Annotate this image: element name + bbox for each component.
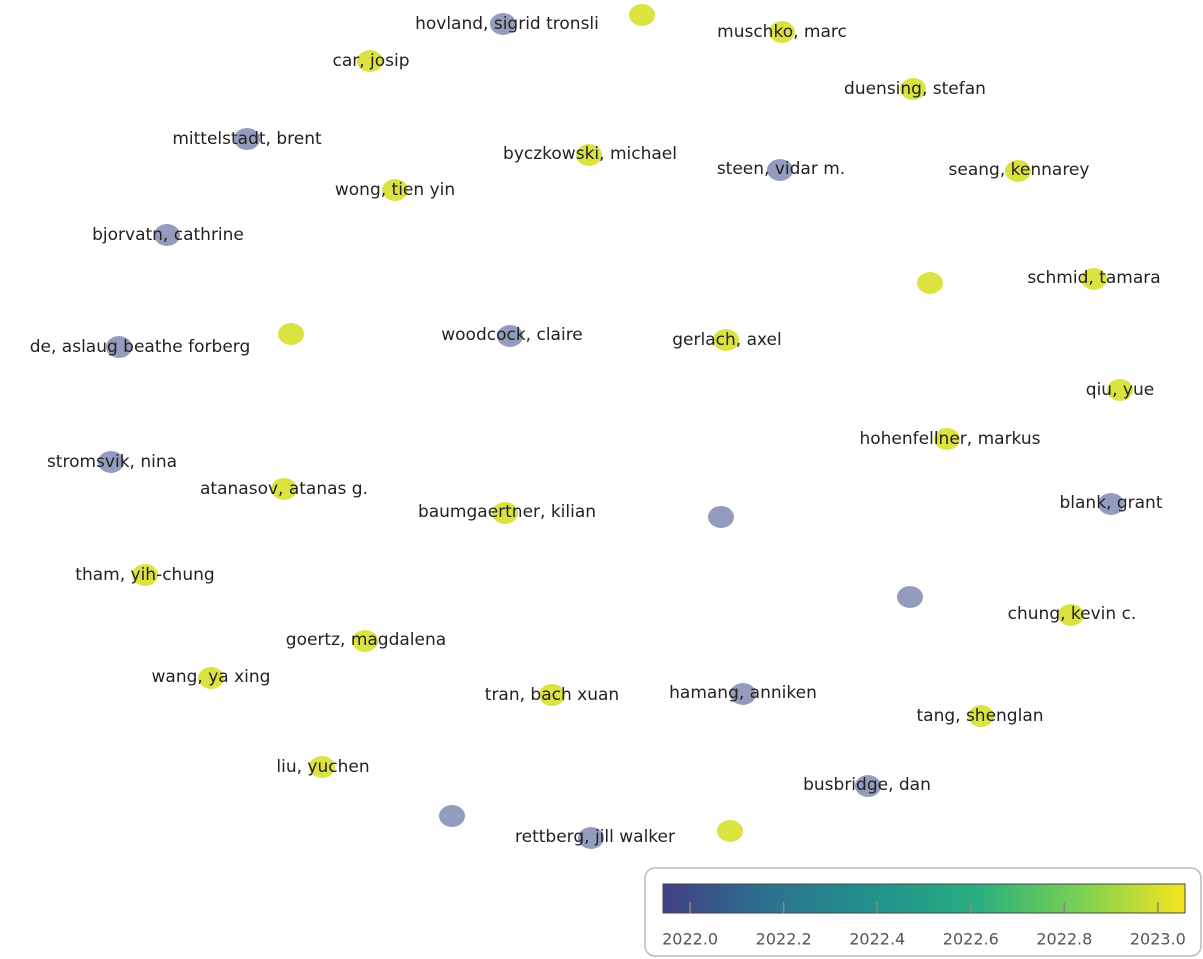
colorbar	[662, 883, 1186, 914]
node	[578, 827, 604, 849]
node	[98, 451, 124, 473]
colorbar-tick-label: 2022.8	[1036, 930, 1092, 949]
node-label: mittelstadt, brent	[172, 129, 322, 149]
node	[708, 506, 734, 528]
node-label: qiu, yue	[1086, 380, 1154, 400]
node	[198, 667, 224, 689]
node	[309, 756, 335, 778]
colorbar-tick-label: 2023.0	[1130, 930, 1186, 949]
node	[855, 775, 881, 797]
node-label: car, josip	[332, 51, 409, 71]
node-label: tang, shenglan	[916, 706, 1043, 726]
node-label: hamang, anniken	[669, 683, 817, 703]
node	[629, 4, 655, 26]
node	[132, 564, 158, 586]
node-label: wong, tien yin	[335, 180, 455, 200]
node-label: gerlach, axel	[672, 330, 781, 350]
node	[357, 50, 383, 72]
node-label: hohenfellner, markus	[859, 429, 1040, 449]
colorbar-tick-label: 2022.2	[756, 930, 812, 949]
node	[106, 336, 132, 358]
node-label: busbridge, dan	[803, 775, 931, 795]
node	[730, 683, 756, 705]
node	[1107, 379, 1133, 401]
node-label: muschko, marc	[717, 22, 847, 42]
node-label: woodcock, claire	[441, 325, 583, 345]
node	[713, 329, 739, 351]
node	[490, 13, 516, 35]
node	[1005, 160, 1031, 182]
node	[1098, 493, 1124, 515]
node	[968, 705, 994, 727]
node	[1081, 268, 1107, 290]
node	[576, 144, 602, 166]
node	[439, 805, 465, 827]
node-label: seang, kennarey	[949, 160, 1090, 180]
colorbar-tick-label: 2022.6	[943, 930, 999, 949]
node	[234, 128, 260, 150]
node-label: tran, bach xuan	[485, 685, 619, 705]
node	[271, 478, 297, 500]
node	[769, 21, 795, 43]
node-label: wang, ya xing	[152, 667, 271, 687]
node-label: duensing, stefan	[844, 79, 986, 99]
node	[382, 179, 408, 201]
node	[900, 78, 926, 100]
node-label: goertz, magdalena	[286, 630, 446, 650]
node-label: stromsvik, nina	[47, 452, 177, 472]
node	[278, 323, 304, 345]
node-label: de, aslaug beathe forberg	[30, 337, 251, 357]
node	[917, 272, 943, 294]
node-label: blank, grant	[1060, 493, 1163, 513]
node	[497, 325, 523, 347]
node-label: baumgaertner, kilian	[418, 502, 596, 522]
node	[1058, 604, 1084, 626]
colorbar-tick-label: 2022.4	[849, 930, 905, 949]
node-label: schmid, tamara	[1027, 268, 1160, 288]
node-label: rettberg, jill walker	[515, 827, 675, 847]
node-label: chung, kevin c.	[1008, 604, 1137, 624]
node-label: liu, yuchen	[276, 757, 369, 777]
node-label: byczkowski, michael	[503, 144, 677, 164]
colorbar-tick-label: 2022.0	[662, 930, 718, 949]
node	[934, 428, 960, 450]
node-label: atanasov, atanas g.	[200, 479, 368, 499]
node	[717, 820, 743, 842]
node	[154, 224, 180, 246]
node	[767, 159, 793, 181]
node-label: tham, yih-chung	[75, 565, 214, 585]
node	[539, 684, 565, 706]
node-label: bjorvatn, cathrine	[92, 225, 244, 245]
node-label: hovland, sigrid tronsli	[415, 14, 599, 34]
node	[897, 586, 923, 608]
node-label: steen, vidar m.	[717, 159, 845, 179]
node	[492, 502, 518, 524]
node	[352, 630, 378, 652]
